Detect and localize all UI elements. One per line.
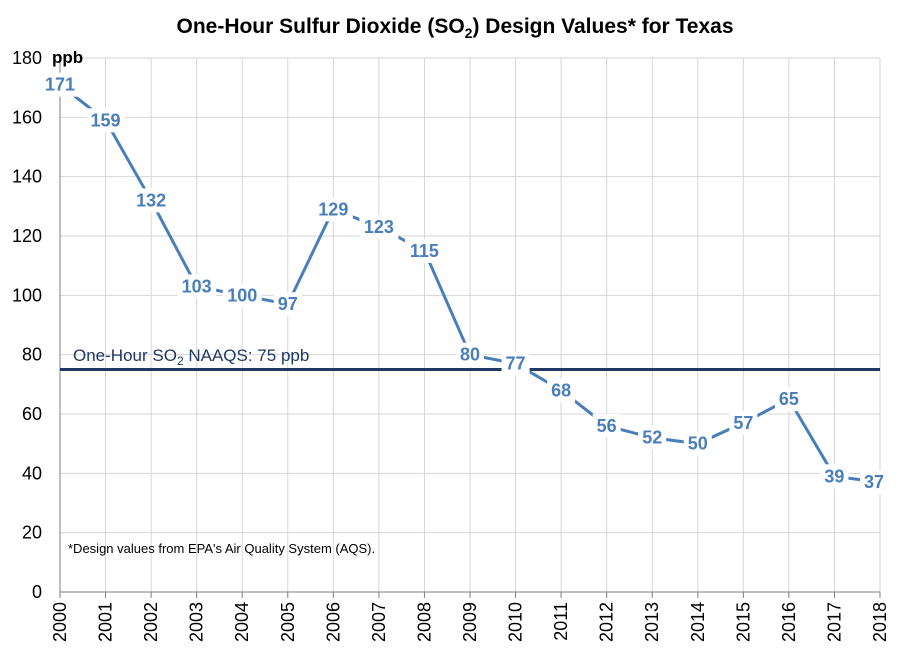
data-label: 77	[506, 354, 526, 374]
x-tick-label: 2013	[642, 602, 662, 642]
data-label: 65	[779, 389, 799, 409]
data-label-background	[683, 431, 712, 456]
x-tick-label: 2000	[50, 602, 70, 642]
data-label-background	[177, 274, 217, 299]
data-label-background	[273, 292, 302, 317]
y-tick-label: 140	[12, 167, 42, 187]
x-tick-label: 2016	[779, 602, 799, 642]
data-label: 159	[91, 110, 121, 130]
data-label: 80	[460, 345, 480, 365]
x-tick-label: 2008	[414, 602, 434, 642]
x-tick-label: 2001	[96, 602, 116, 642]
data-label-background	[547, 378, 576, 403]
axes	[59, 58, 881, 598]
data-label: 115	[410, 241, 439, 261]
naaqs-reference-label: One-Hour SO2 NAAQS: 75 ppb	[73, 346, 309, 368]
x-tick-label: 2018	[870, 602, 890, 642]
data-label-background	[313, 197, 353, 222]
data-label-background	[774, 387, 803, 412]
x-tick-label: 2015	[733, 602, 753, 642]
x-tick-label: 2007	[369, 602, 389, 642]
data-label: 39	[824, 466, 844, 486]
data-label: 57	[733, 413, 753, 433]
y-tick-label: 100	[12, 285, 42, 305]
data-label-background	[86, 108, 126, 133]
data-label-background	[592, 413, 621, 438]
x-tick-label: 2010	[506, 602, 526, 642]
x-tick-label: 2005	[278, 602, 298, 642]
y-tick-label: 40	[22, 463, 42, 483]
y-tick-label: 20	[22, 523, 42, 543]
data-label-background	[456, 342, 484, 367]
data-label-background	[404, 238, 444, 263]
x-tick-label: 2009	[460, 602, 480, 642]
y-tick-label: 160	[12, 107, 42, 127]
y-axis-unit-label: ppb	[52, 48, 83, 67]
data-label-background	[222, 283, 262, 308]
y-tick-label: 80	[22, 345, 42, 365]
y-tick-labels: 0 20 40 60 80 100 120 140 160 180	[12, 48, 42, 602]
gridlines	[60, 57, 881, 592]
footnote: *Design values from EPA's Air Quality Sy…	[68, 541, 375, 556]
x-tick-label: 2003	[187, 602, 207, 642]
x-tick-label: 2006	[323, 602, 343, 642]
data-label: 171	[45, 75, 75, 95]
data-label-background	[860, 470, 888, 495]
data-label-background	[131, 188, 171, 213]
data-label: 132	[136, 190, 166, 210]
x-tick-label: 2012	[597, 602, 617, 642]
y-tick-label: 180	[12, 48, 42, 68]
y-tick-label: 120	[12, 226, 42, 246]
x-tick-label: 2004	[232, 602, 252, 642]
data-label: 123	[364, 217, 394, 237]
x-tick-label: 2002	[141, 602, 161, 642]
x-tick-label: 2011	[551, 602, 571, 641]
data-labels: 171 159 132 103 100 97 129 123 115 80 77 68 56 52 50 57…	[40, 72, 888, 495]
data-label: 129	[318, 199, 348, 219]
chart-title: One-Hour Sulfur Dioxide (SO2) Design Val…	[176, 15, 733, 41]
data-label: 50	[688, 434, 708, 454]
y-tick-label: 0	[32, 582, 42, 602]
data-label-background	[359, 215, 399, 240]
data-label: 100	[227, 285, 257, 305]
data-label: 37	[864, 472, 884, 492]
data-label: 97	[278, 294, 298, 314]
data-label: 56	[597, 416, 617, 436]
data-label: 52	[642, 428, 662, 448]
data-label-background	[638, 425, 667, 450]
data-label-background	[820, 464, 849, 489]
y-tick-label: 60	[22, 404, 42, 424]
data-label-background	[501, 351, 530, 376]
x-tick-label: 2017	[824, 602, 844, 642]
x-tick-label: 2014	[688, 602, 708, 642]
data-label: 68	[551, 380, 571, 400]
data-label: 103	[182, 276, 212, 296]
data-label-background	[40, 72, 80, 97]
x-tick-labels: 2000 2001 2002 2003 2004 2005 2006 2007 2008 2009…	[50, 602, 890, 642]
data-label-background	[729, 410, 758, 435]
